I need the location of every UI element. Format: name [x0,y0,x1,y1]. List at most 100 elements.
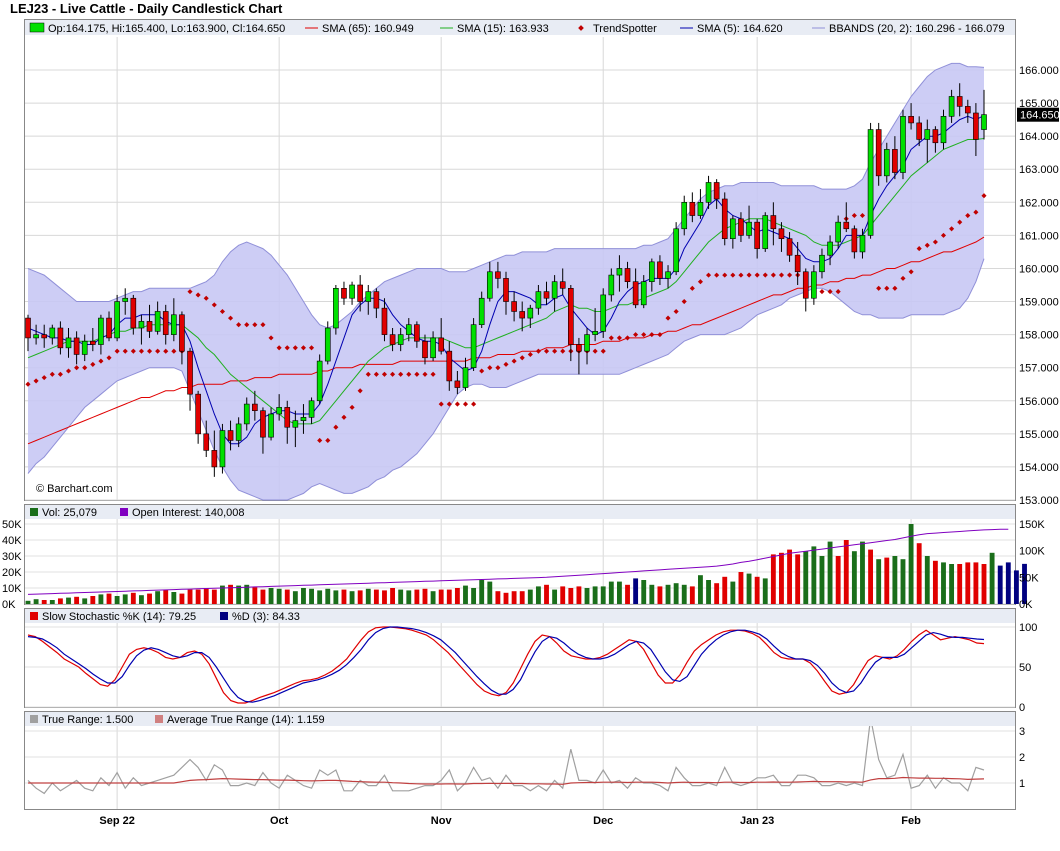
candle-body [349,284,355,299]
volume-bar [892,556,898,604]
trendspotter-dot [722,272,728,278]
volume-bar [843,540,849,604]
price-tick-label: 162.000 [1019,197,1059,209]
volume-bar [260,589,266,604]
trendspotter-dot [390,371,396,377]
stochastic-panel-frame [24,608,1016,708]
trendspotter-dot [219,308,226,315]
trendspotter-dot [65,368,72,374]
candle-body [381,307,388,335]
volume-bar [357,590,363,604]
candle-body [721,198,728,239]
volume-bar [908,524,914,604]
volume-bar [965,562,971,604]
volume-bar [325,588,331,604]
volume-bar [827,541,833,604]
stochastic-tick: 50 [1019,662,1031,674]
candle-body [535,291,542,309]
price-tick-label: 157.000 [1019,363,1059,375]
volume-bar [463,585,468,604]
volume-bar [779,552,784,604]
legend-trendspotter-swatch [578,25,584,31]
candle-body [770,215,777,230]
candle-body [25,317,31,339]
volume-bar [106,593,112,604]
volume-bar [309,588,314,604]
trendspotter-dot [787,272,793,278]
trendspotter-dot [341,414,347,420]
volume-bar [738,572,744,604]
bollinger-upper-line [27,62,985,329]
candle-body [956,96,963,107]
trendspotter-dot [608,335,614,341]
volume-right-tick: 150K [1019,519,1045,531]
trendspotter-dot [519,355,525,361]
x-tick-label: Jan 23 [740,815,774,827]
volume-bar [592,586,598,604]
candle-body [600,294,607,332]
open-interest-line [27,528,1009,595]
x-tick-label: Dec [593,815,613,827]
stochastic-legend: Slow Stochastic %K (14): 79.25 %D (3): 8… [25,609,1015,623]
trendspotter-dot [462,401,469,407]
volume-bar [252,587,258,604]
trendspotter-dot [422,371,428,377]
volume-left-tick: 30K [2,551,22,563]
candle-body [794,254,801,273]
trendspotter-dot [373,371,379,377]
trendspotter-dot [454,401,460,407]
candle-body [90,340,96,345]
candle-body [657,261,663,279]
candle-body [948,96,955,117]
atr-tick: 2 [1019,752,1025,764]
candle-body [778,228,785,239]
volume-bar [673,583,679,604]
candle-body [138,321,145,329]
trendspotter-dot [689,285,695,291]
trendspotter-dot [211,302,217,308]
candle-body [584,334,590,352]
atr-tick: 1 [1019,778,1025,790]
legend-true-range-swatch [30,715,38,723]
volume-bar [495,591,501,604]
candle-body [940,116,947,144]
volume-bar [365,588,371,604]
trendspotter-dot [138,348,144,354]
candle-body [454,380,461,388]
trendspotter-dot [381,371,388,377]
legend-atr-swatch [155,715,163,723]
candle-body [697,202,704,216]
volume-bar [981,564,987,604]
trendspotter-dot [535,348,541,354]
trendspotter-dot [624,335,631,341]
candle-body [276,407,282,415]
volume-bar [941,562,946,604]
candle-body [438,337,444,352]
price-tick-label: 153.000 [1019,495,1059,507]
volume-bar [454,588,460,604]
candle-body [673,228,679,273]
volume-bar [665,584,671,604]
volume-bar [147,593,152,604]
stochastic-tick: 100 [1019,622,1037,634]
candle-body [754,221,760,249]
trendspotter-dot [284,345,290,351]
volume-bar [373,589,379,604]
candle-body [171,314,177,335]
volume-bar [527,589,533,604]
price-tick-label: 154.000 [1019,462,1059,474]
trendspotter-dot [187,289,193,295]
atr-legend: True Range: 1.500 Average True Range (14… [25,712,1015,726]
trendspotter-dot [641,332,647,338]
volume-bars [25,524,1027,604]
candle-body [908,116,914,124]
trendspotter-dot [244,322,250,328]
volume-bar [649,584,655,604]
volume-bar [471,588,477,604]
candle-body [867,129,874,236]
candle-body [203,433,210,451]
candle-body [219,430,226,468]
candle-body [260,410,266,438]
trendspotter-dot [300,345,306,351]
volume-bar [268,588,274,604]
